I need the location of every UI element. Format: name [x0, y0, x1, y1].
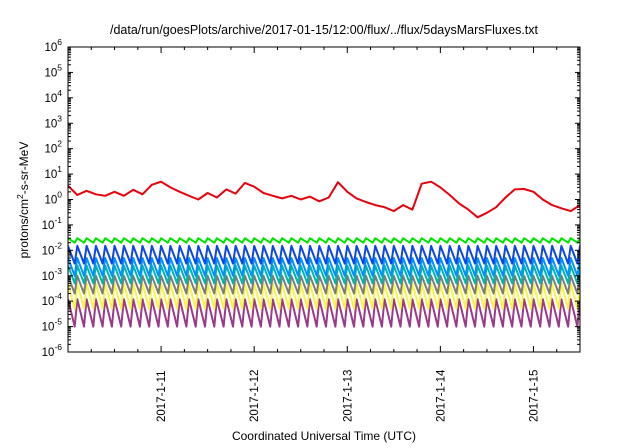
y-tick-label: 10-4 — [42, 291, 63, 308]
y-axis-label-exponent: 2 — [15, 194, 25, 199]
x-tick-label: 2017-1-13 — [342, 370, 354, 422]
x-tick-label: 2017-1-11 — [156, 370, 168, 422]
y-tick-label: 100 — [44, 190, 62, 207]
y-tick-label: 103 — [44, 113, 62, 130]
y-tick-label: 10-1 — [42, 215, 63, 232]
y-axis-ticks: 10-6 10-5 10-4 10-3 10-2 10-1 100 101 102 103 104 1… — [42, 37, 580, 359]
y-tick-label: 105 — [44, 62, 62, 79]
y-tick-label: 102 — [44, 139, 62, 156]
series-line — [68, 244, 580, 265]
series-line — [68, 298, 580, 328]
y-tick-label: 10-2 — [42, 240, 63, 257]
series-line — [68, 282, 580, 310]
y-axis-label: protons/cm2-s-sr-MeV — [15, 142, 31, 259]
y-tick-label: 10-6 — [42, 342, 63, 359]
chart-title: /data/run/goesPlots/archive/2017-01-15/1… — [110, 23, 539, 37]
x-axis-label: Coordinated Universal Time (UTC) — [232, 429, 416, 443]
x-tick-label: 2017-1-14 — [435, 369, 447, 422]
series-line — [68, 237, 580, 244]
y-axis-label-unit: protons/cm — [17, 199, 31, 258]
y-tick-label: 104 — [44, 88, 62, 105]
x-tick-label: 2017-1-12 — [249, 370, 261, 422]
x-axis-ticks: 2017-1-11 2017-1-12 2017-1-13 2017-1-14 2017… — [90, 47, 558, 422]
series-line — [68, 257, 580, 277]
series-line — [68, 180, 580, 219]
y-tick-label: 101 — [44, 164, 62, 181]
series-line — [68, 274, 580, 295]
series-layer — [68, 180, 580, 328]
y-axis-label-rest: -s-sr-MeV — [17, 142, 31, 195]
x-tick-label: 2017-1-15 — [528, 370, 540, 422]
y-tick-label: 106 — [44, 37, 62, 54]
series-line — [68, 264, 580, 285]
y-tick-label: 10-3 — [42, 266, 63, 283]
y-tick-label: 10-5 — [42, 317, 63, 334]
